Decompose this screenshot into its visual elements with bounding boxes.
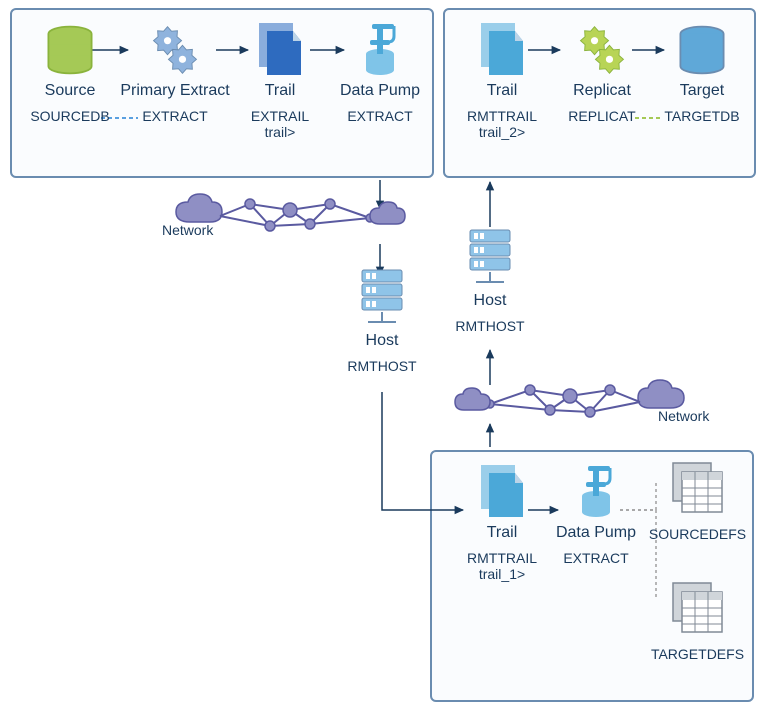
- trail-light-icon: [452, 20, 552, 80]
- node-label: Trail: [230, 82, 330, 100]
- node-label: Replicat: [552, 82, 652, 100]
- trail-dark-icon: [230, 20, 330, 80]
- db-blue-icon: [652, 20, 752, 80]
- network-label-2: Network: [658, 408, 709, 424]
- table-icon: [640, 458, 755, 518]
- node-cmd: EXTRACT: [546, 550, 646, 566]
- node-param: trail_1>: [452, 566, 552, 582]
- node-cmd: RMTHOST: [332, 358, 432, 374]
- node-srcdefs: SOURCEDEFS: [640, 458, 755, 542]
- node-source: Source SOURCEDB: [20, 20, 120, 124]
- node-label: Target: [652, 82, 752, 100]
- node-cmd: EXTRACT: [330, 108, 430, 124]
- node-pump1: Data Pump EXTRACT: [330, 20, 430, 124]
- node-label: Trail: [452, 82, 552, 100]
- node-trail1: Trail EXTRAIL trail>: [230, 20, 330, 140]
- node-trail2: Trail RMTTRAIL trail_2>: [452, 20, 552, 140]
- gears-green-icon: [552, 20, 652, 80]
- node-tgtdefs: TARGETDEFS: [640, 578, 755, 662]
- node-label: Primary Extract: [120, 82, 230, 100]
- node-cmd: SOURCEDEFS: [640, 526, 755, 542]
- node-cmd: REPLICAT: [552, 108, 652, 124]
- node-label: Host: [440, 292, 540, 310]
- server-icon: [440, 230, 540, 290]
- node-label: Data Pump: [546, 524, 646, 542]
- server-icon: [332, 270, 432, 330]
- pump-icon: [330, 20, 430, 80]
- node-cmd: SOURCEDB: [20, 108, 120, 124]
- node-cmd: EXTRACT: [120, 108, 230, 124]
- node-host2: Host RMTHOST: [440, 230, 540, 334]
- node-pump2: Data Pump EXTRACT: [546, 462, 646, 566]
- node-param: trail>: [230, 124, 330, 140]
- node-label: Host: [332, 332, 432, 350]
- node-primext: Primary Extract EXTRACT: [120, 20, 230, 124]
- node-label: Source: [20, 82, 120, 100]
- node-host1: Host RMTHOST: [332, 270, 432, 374]
- db-green-icon: [20, 20, 120, 80]
- node-target: Target TARGETDB: [652, 20, 752, 124]
- gears-blue-icon: [120, 20, 230, 80]
- table-icon: [640, 578, 755, 638]
- node-trail3: Trail RMTTRAIL trail_1>: [452, 462, 552, 582]
- node-cmd: RMTHOST: [440, 318, 540, 334]
- node-label: Trail: [452, 524, 552, 542]
- node-cmd: RMTTRAIL: [452, 550, 552, 566]
- trail-light-icon: [452, 462, 552, 522]
- node-replicat: Replicat REPLICAT: [552, 20, 652, 124]
- node-cmd: TARGETDB: [652, 108, 752, 124]
- node-cmd: RMTTRAIL: [452, 108, 552, 124]
- node-label: Data Pump: [330, 82, 430, 100]
- node-cmd: EXTRAIL: [230, 108, 330, 124]
- pump-icon: [546, 462, 646, 522]
- node-param: trail_2>: [452, 124, 552, 140]
- node-cmd: TARGETDEFS: [640, 646, 755, 662]
- network-label-1: Network: [162, 222, 213, 238]
